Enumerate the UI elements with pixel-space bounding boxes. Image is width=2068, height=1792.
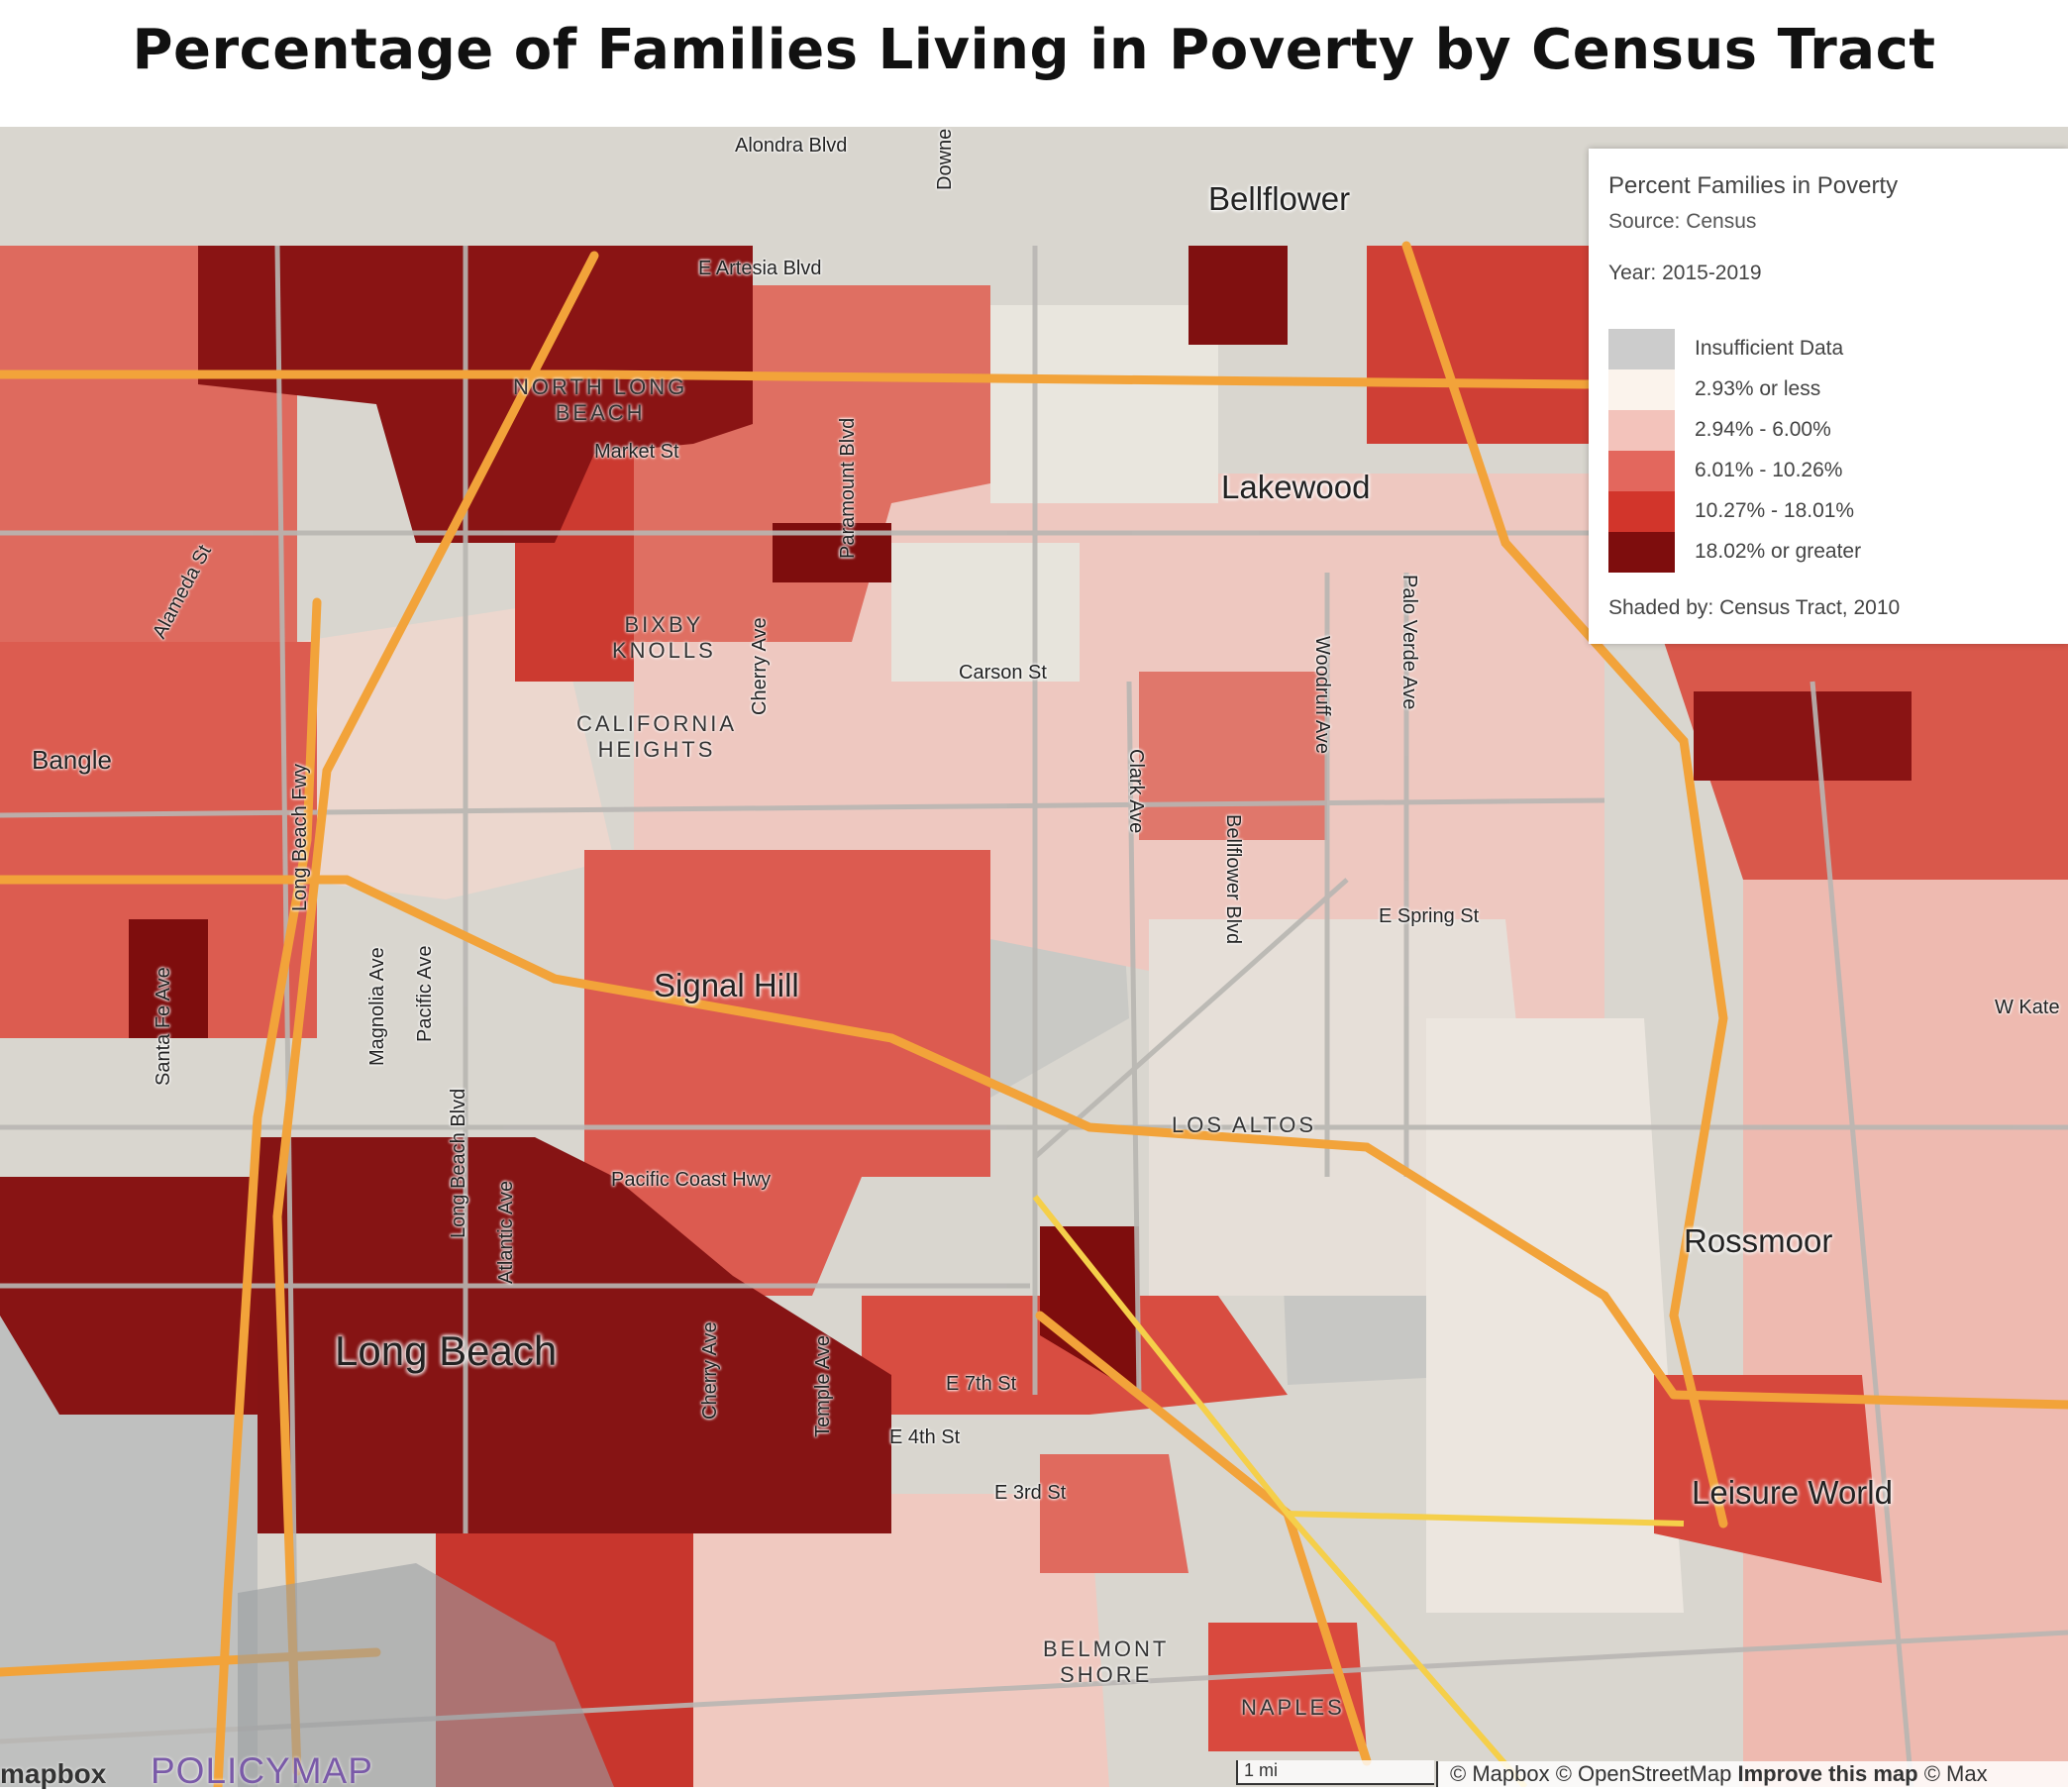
street-carson: Carson St	[959, 662, 1047, 684]
legend-panel: Percent Families in Poverty Source: Cens…	[1589, 149, 2068, 644]
tract-light-cream	[891, 543, 1080, 682]
tract-paramount-dark	[773, 523, 891, 582]
place-rossmoor: Rossmoor	[1684, 1222, 1833, 1259]
hood-belmont-shore: BELMONT SHORE	[1043, 1636, 1170, 1687]
hood-los-altos: LOS ALTOS	[1172, 1112, 1317, 1137]
scale-bar: 1 mi	[1236, 1760, 1434, 1785]
place-lakewood: Lakewood	[1221, 469, 1371, 505]
street-atlantic: Atlantic Ave	[495, 1180, 517, 1284]
legend-source: Source: Census	[1608, 210, 1757, 233]
legend-swatch	[1608, 451, 1675, 491]
tract-west-dark	[0, 1177, 258, 1415]
legend-swatch	[1608, 369, 1675, 410]
legend-shaded-by: Shaded by: Census Tract, 2010	[1608, 596, 1901, 619]
tract-los-altos-dark	[1040, 1226, 1139, 1395]
street-artesia: E Artesia Blvd	[698, 258, 822, 279]
tract-signal-hill-medium	[584, 850, 990, 1296]
legend-label: 10.27% - 18.01%	[1695, 499, 1855, 522]
tract-bangle-medium	[0, 642, 317, 1038]
improve-map-link[interactable]: Improve this map	[1737, 1761, 1918, 1786]
arterial-roads	[1032, 1195, 1685, 1787]
legend-item: 18.02% or greater	[1608, 532, 2044, 573]
place-long-beach: Long Beach	[335, 1327, 558, 1374]
street-cherry-south: Cherry Ave	[699, 1321, 721, 1420]
street-spring: E Spring St	[1379, 905, 1480, 927]
legend-label: 2.93% or less	[1695, 377, 1821, 400]
hood-bixby-knolls: BIXBY KNOLLS	[612, 612, 716, 663]
legend-label: 18.02% or greater	[1695, 540, 1862, 563]
tract-naples	[1208, 1623, 1367, 1751]
legend-label: 6.01% - 10.26%	[1695, 459, 1843, 481]
tract-belmont-medium	[1040, 1454, 1189, 1573]
tract-east-dark	[1694, 691, 1912, 781]
tract-north-long-beach-dark	[198, 246, 753, 543]
street-bellflower-blvd: Bellflower Blvd	[1222, 814, 1244, 945]
street-market: Market St	[594, 441, 679, 463]
place-leisure-world: Leisure World	[1692, 1474, 1893, 1511]
street-long-beach-fwy: Long Beach Fwy	[289, 764, 311, 911]
legend-swatch	[1608, 410, 1675, 451]
legend-item: Insufficient Data	[1608, 329, 2044, 369]
tract-clark-medium	[1139, 672, 1327, 840]
street-e3rd: E 3rd St	[994, 1482, 1067, 1504]
street-temple: Temple Ave	[812, 1334, 834, 1437]
legend-item: 2.93% or less	[1608, 369, 2044, 410]
place-bangle: Bangle	[32, 745, 112, 775]
map-title: Percentage of Families Living in Poverty…	[132, 18, 1936, 82]
street-santa-fe: Santa Fe Ave	[153, 967, 174, 1086]
street-clark: Clark Ave	[1125, 749, 1147, 834]
tract-bellflower-red	[1367, 246, 1604, 444]
legend-item: 6.01% - 10.26%	[1608, 451, 2044, 491]
harbor-water	[238, 1563, 614, 1787]
attribution-text: © Mapbox © OpenStreetMap	[1450, 1761, 1738, 1786]
place-bellflower: Bellflower	[1208, 180, 1351, 217]
legend-swatch	[1608, 491, 1675, 532]
tract-beach-pink	[693, 1494, 1109, 1787]
attribution-maxar: © Max	[1917, 1761, 1988, 1786]
legend-item: 2.94% - 6.00%	[1608, 410, 2044, 451]
street-e7th: E 7th St	[946, 1373, 1017, 1395]
tract-lakewood-north	[990, 305, 1218, 503]
legend-label: Insufficient Data	[1695, 337, 1844, 360]
street-woodruff: Woodruff Ave	[1311, 636, 1333, 754]
street-pacific: Pacific Ave	[414, 945, 436, 1042]
tract-leisure-world	[1654, 1375, 1882, 1583]
policymap-logo[interactable]: POLICYMAP	[151, 1750, 373, 1791]
hood-california-heights: CALIFORNIA HEIGHTS	[576, 711, 738, 762]
legend-item: 10.27% - 18.01%	[1608, 491, 2044, 532]
legend-year: Year: 2015-2019	[1608, 262, 1762, 284]
place-signal-hill: Signal Hill	[654, 967, 799, 1003]
legend-swatch	[1608, 329, 1675, 369]
legend-title: Percent Families in Poverty	[1608, 172, 1899, 199]
tract-bellflower-dark	[1189, 246, 1288, 345]
tract-santa-fe-dark	[129, 919, 208, 1038]
street-katella: W Kate	[1995, 997, 2060, 1018]
street-paramount: Paramount Blvd	[837, 417, 859, 559]
map-attribution: © Mapbox © OpenStreetMap Improve this ma…	[1436, 1761, 2068, 1787]
hood-north-long-beach: NORTH LONG BEACH	[513, 374, 688, 425]
street-palo-verde: Palo Verde Ave	[1398, 575, 1420, 710]
street-downey: Downe	[934, 128, 956, 190]
tract-rossmoor-cream	[1426, 1018, 1684, 1613]
mapbox-logo[interactable]: mapbox	[0, 1758, 107, 1789]
street-e4th: E 4th St	[889, 1426, 961, 1448]
street-pch: Pacific Coast Hwy	[611, 1169, 772, 1191]
street-long-beach-blvd: Long Beach Blvd	[448, 1088, 469, 1238]
tract-long-beach-dark	[258, 1137, 891, 1533]
street-cherry-north: Cherry Ave	[749, 617, 771, 715]
street-alondra: Alondra Blvd	[735, 135, 848, 157]
street-magnolia: Magnolia Ave	[366, 947, 388, 1066]
legend-swatch	[1608, 532, 1675, 573]
legend-label: 2.94% - 6.00%	[1695, 418, 1831, 441]
hood-naples: NAPLES	[1241, 1695, 1345, 1720]
